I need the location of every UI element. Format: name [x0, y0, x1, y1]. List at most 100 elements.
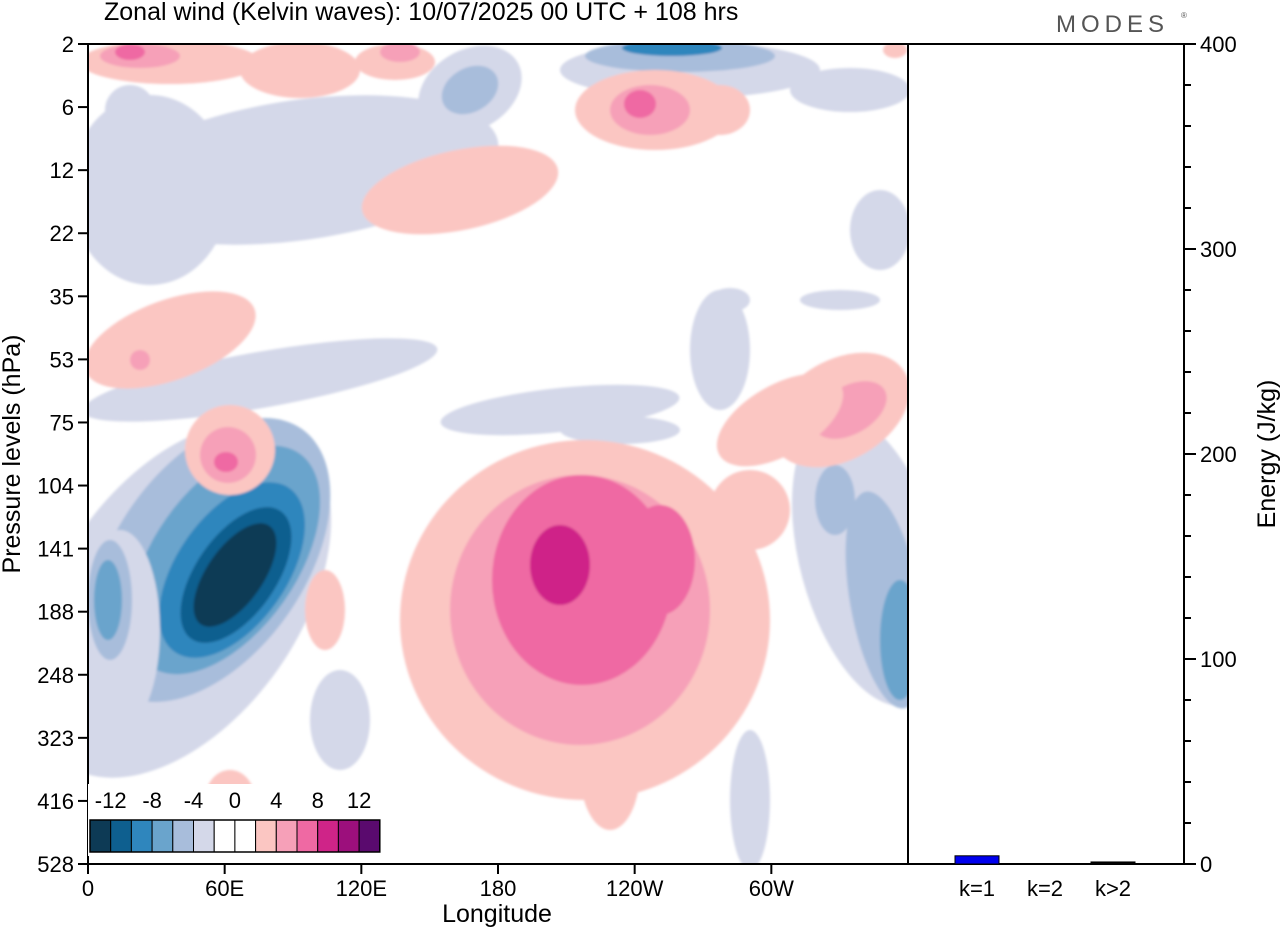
energy-bars: k=1 k=2 k>2 — [954, 855, 1136, 901]
energy-tick-label: 300 — [1200, 237, 1237, 262]
positive-wind-contour — [716, 373, 844, 467]
negative-wind-contour — [105, 85, 155, 135]
colorbar-frame — [89, 819, 381, 853]
y-tick-label: 104 — [37, 474, 74, 499]
colorbar-swatch — [358, 819, 381, 853]
y-tick-label: 6 — [62, 95, 74, 120]
negative-wind-contour — [730, 730, 770, 864]
energy-tick-label: 100 — [1200, 647, 1237, 672]
x-axis-label: Longitude — [442, 900, 552, 928]
negative-wind-contour — [850, 190, 908, 270]
x-tick-label: 0 — [82, 876, 94, 901]
colorbar-swatch — [110, 819, 132, 853]
y-tick-label: 35 — [50, 284, 74, 309]
y-tick-label: 2 — [62, 32, 74, 57]
x-tick-label: 60W — [749, 876, 794, 901]
y-tick-label: 141 — [37, 537, 74, 562]
colorbar-swatch — [151, 819, 174, 853]
y-tick-label: 22 — [50, 221, 74, 246]
energy-axis-label: Energy (J/kg) — [1253, 380, 1280, 529]
colorbar-tick-label: 0 — [229, 788, 241, 813]
negative-wind-contour — [310, 670, 370, 770]
colorbar-tick-label: -8 — [142, 788, 162, 813]
colorbar-swatch — [130, 819, 153, 853]
colorbar-swatch — [337, 819, 360, 853]
x-tick-label: 60E — [205, 876, 244, 901]
positive-wind-contour — [88, 291, 256, 389]
negative-wind-contour — [88, 338, 438, 422]
pressure-axis: 2 6 12 22 35 53 75 104 141 188 248 323 416 528 — [37, 32, 88, 877]
y-tick-label: 188 — [37, 600, 74, 625]
colorbar-swatch — [255, 819, 277, 853]
energy-category-label: k>2 — [1095, 876, 1131, 901]
contour-fill — [88, 44, 908, 864]
positive-wind-contour — [305, 570, 345, 650]
energy-panel: k=1 k=2 k>2 0 100 200 300 400 — [907, 32, 1237, 901]
colorbar-swatch — [275, 819, 298, 853]
positive-wind-contour — [710, 470, 790, 550]
energy-category-label: k=1 — [959, 876, 995, 901]
positive-wind-contour — [690, 85, 750, 135]
colorbar-swatch — [213, 819, 236, 853]
energy-panel-frame — [907, 43, 1185, 865]
colorbar-tick-label: 8 — [312, 788, 324, 813]
x-tick-label: 180 — [480, 876, 517, 901]
contour-plot — [88, 44, 908, 864]
energy-category-label: k=2 — [1027, 876, 1063, 901]
chart-title: Zonal wind (Kelvin waves): 10/07/2025 00… — [104, 0, 738, 26]
positive-wind-contour — [214, 452, 238, 472]
colorbar-tick-label: -12 — [95, 788, 127, 813]
y-tick-label: 528 — [37, 852, 74, 877]
negative-wind-contour — [441, 65, 499, 115]
positive-wind-contour — [625, 505, 695, 615]
y-tick-label: 53 — [50, 347, 74, 372]
energy-tick-label: 0 — [1200, 852, 1212, 877]
energy-tick-label: 200 — [1200, 442, 1237, 467]
colorbar-swatch — [296, 819, 319, 853]
longitude-axis: 0 60E 120E 180 120W 60W — [82, 864, 794, 901]
positive-wind-contour — [883, 44, 907, 58]
x-tick-label: 120E — [336, 876, 387, 901]
colorbar-swatch — [172, 819, 195, 853]
energy-bar-3 — [1090, 861, 1136, 865]
modes-logo: MODES — [1056, 11, 1169, 38]
colorbar-legend: -12 -8 -4 0 4 8 12 — [88, 784, 382, 856]
y-tick-label: 248 — [37, 663, 74, 688]
positive-wind-contour — [240, 44, 360, 98]
negative-wind-contour — [880, 580, 908, 700]
colorbar-tick-label: 12 — [347, 788, 371, 813]
negative-wind-contour — [560, 416, 680, 444]
colorbar-tick-label: -4 — [184, 788, 204, 813]
positive-wind-contour — [130, 350, 150, 370]
negative-wind-contour — [710, 288, 750, 312]
negative-wind-contour — [800, 290, 880, 310]
negative-wind-contour — [790, 68, 908, 112]
energy-bar-1 — [954, 855, 1000, 865]
colorbar-swatch — [89, 819, 112, 853]
modes-logo-mark: ® — [1181, 11, 1192, 20]
positive-wind-contour — [361, 145, 559, 235]
negative-wind-contour — [815, 465, 855, 535]
negative-wind-contour — [94, 560, 122, 640]
y-tick-label: 416 — [37, 789, 74, 814]
x-tick-label: 120W — [606, 876, 664, 901]
negative-wind-contour — [690, 290, 750, 410]
positive-wind-contour — [115, 44, 145, 60]
negative-wind-contour — [193, 523, 277, 627]
colorbar-tick-label: 4 — [270, 788, 282, 813]
y-tick-label: 12 — [50, 158, 74, 183]
negative-wind-contour — [88, 95, 230, 285]
positive-wind-contour — [530, 525, 590, 605]
positive-wind-contour — [624, 90, 656, 118]
positive-wind-contour — [380, 44, 420, 62]
colorbar-swatch — [234, 819, 257, 853]
energy-axis: 0 100 200 300 400 — [1184, 32, 1237, 877]
y-tick-label: 75 — [50, 410, 74, 435]
colorbar-swatch — [193, 819, 215, 853]
y-tick-label: 323 — [37, 726, 74, 751]
negative-wind-contour — [622, 44, 722, 56]
y-axis-label: Pressure levels (hPa) — [0, 335, 26, 574]
colorbar-swatch — [317, 819, 339, 853]
energy-tick-label: 400 — [1200, 32, 1237, 57]
